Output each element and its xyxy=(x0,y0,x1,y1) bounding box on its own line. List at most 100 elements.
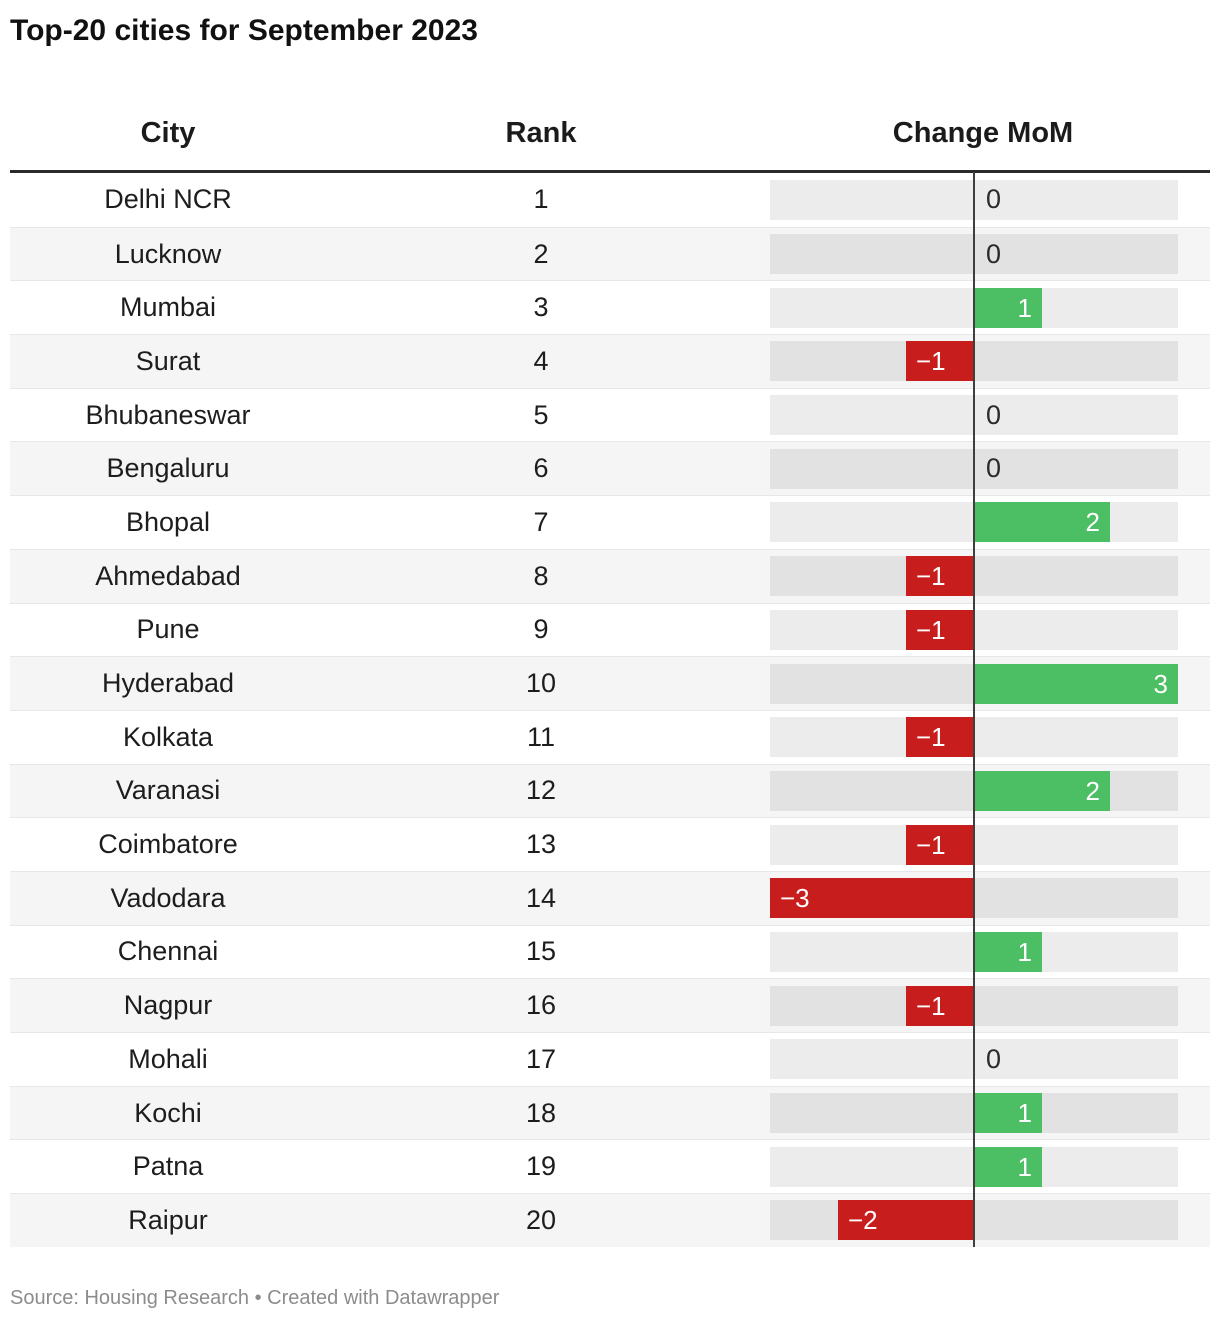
rank-cell: 8 xyxy=(533,560,549,591)
table-row: Varanasi 12 2 xyxy=(10,763,1210,818)
rank-cell: 4 xyxy=(533,345,549,376)
city-cell: Kolkata xyxy=(122,721,214,752)
rank-cell: 9 xyxy=(533,614,549,645)
change-bar: −1 xyxy=(906,609,974,650)
change-cell: −1 xyxy=(756,604,1210,657)
table-row: Bhubaneswar 5 0 xyxy=(10,387,1210,442)
table-header-row: City Rank Change MoM xyxy=(10,117,1210,173)
table-row: Kochi 18 1 xyxy=(10,1085,1210,1140)
rank-cell: 7 xyxy=(533,506,549,537)
column-header-rank: Rank xyxy=(505,117,577,149)
table-row: Raipur 20 −2 xyxy=(10,1193,1210,1247)
change-bar: 3 xyxy=(974,663,1178,704)
rank-cell: 13 xyxy=(525,829,557,860)
rank-cell: 6 xyxy=(533,453,549,484)
change-bar: 1 xyxy=(974,1146,1042,1187)
bar-track: 3 xyxy=(770,663,1178,704)
city-cell: Lucknow xyxy=(114,238,222,269)
change-cell: −2 xyxy=(756,1194,1210,1247)
change-cell: −1 xyxy=(756,818,1210,871)
rank-cell: 5 xyxy=(533,399,549,430)
change-bar: 2 xyxy=(974,770,1110,811)
city-cell: Pune xyxy=(136,614,200,645)
city-cell: Varanasi xyxy=(115,775,221,806)
rank-cell: 14 xyxy=(525,882,557,913)
zero-value-label: 0 xyxy=(986,1043,1002,1074)
city-cell: Hyderabad xyxy=(101,668,235,699)
change-cell: 1 xyxy=(756,1140,1210,1193)
rank-cell: 15 xyxy=(525,936,557,967)
table-row: Coimbatore 13 −1 xyxy=(10,817,1210,871)
change-cell: −1 xyxy=(756,335,1210,388)
table-row: Pune 9 −1 xyxy=(10,602,1210,657)
change-bar: −1 xyxy=(906,824,974,865)
table-row: Nagpur 16 −1 xyxy=(10,978,1210,1032)
city-cell: Kochi xyxy=(134,1097,202,1128)
zero-value-label: 0 xyxy=(986,453,1002,484)
table-row: Mohali 17 0 xyxy=(10,1032,1210,1086)
city-cell: Delhi NCR xyxy=(104,184,232,215)
change-bar: 1 xyxy=(974,1093,1042,1134)
rank-cell: 11 xyxy=(526,721,556,752)
zero-value-label: 0 xyxy=(986,238,1002,269)
rank-cell: 18 xyxy=(525,1097,557,1128)
city-cell: Chennai xyxy=(117,936,219,967)
rank-cell: 16 xyxy=(525,990,557,1021)
change-cell: 1 xyxy=(756,926,1210,979)
rank-cell: 12 xyxy=(525,775,557,806)
change-bar: −3 xyxy=(770,878,974,919)
change-cell: 0 xyxy=(756,173,1210,227)
change-bar: 1 xyxy=(974,287,1042,328)
change-bar: −1 xyxy=(906,985,974,1026)
city-cell: Coimbatore xyxy=(98,829,238,860)
city-cell: Mohali xyxy=(128,1043,208,1074)
change-bar: −1 xyxy=(906,556,974,597)
change-cell: −1 xyxy=(756,711,1210,764)
city-cell: Surat xyxy=(135,345,201,376)
rank-cell: 19 xyxy=(525,1151,557,1182)
change-bar: 2 xyxy=(974,502,1110,543)
table-row: Kolkata 11 −1 xyxy=(10,709,1210,764)
column-header-change-mom: Change MoM xyxy=(892,117,1074,149)
change-cell: 2 xyxy=(756,496,1210,549)
zero-value-label: 0 xyxy=(986,399,1002,430)
city-cell: Patna xyxy=(132,1151,204,1182)
change-cell: −1 xyxy=(756,979,1210,1032)
change-cell: 1 xyxy=(756,1087,1210,1140)
city-cell: Bhopal xyxy=(125,506,211,537)
change-cell: 0 xyxy=(756,442,1210,495)
table-row: Delhi NCR 1 0 xyxy=(10,173,1210,227)
city-cell: Bengaluru xyxy=(106,453,230,484)
city-cell: Bhubaneswar xyxy=(85,399,251,430)
change-cell: 3 xyxy=(756,657,1210,710)
change-cell: 0 xyxy=(756,228,1210,281)
city-cell: Nagpur xyxy=(123,990,213,1021)
source-note: Source: Housing Research • Created with … xyxy=(10,1286,500,1309)
city-cell: Vadodara xyxy=(110,882,226,913)
table-row: Patna 19 1 xyxy=(10,1139,1210,1193)
rank-cell: 20 xyxy=(525,1204,557,1235)
change-bar: 1 xyxy=(974,931,1042,972)
rank-cell: 17 xyxy=(525,1043,557,1074)
change-cell: −1 xyxy=(756,550,1210,603)
change-bar: −2 xyxy=(838,1200,974,1241)
change-cell: −3 xyxy=(756,872,1210,925)
change-cell: 2 xyxy=(756,765,1210,818)
table-row: Hyderabad 10 3 xyxy=(10,656,1210,710)
rank-cell: 10 xyxy=(525,668,557,699)
change-bar: −1 xyxy=(906,717,974,758)
table-row: Vadodara 14 −3 xyxy=(10,870,1210,925)
change-cell: 1 xyxy=(756,281,1210,334)
change-bar: −1 xyxy=(906,341,974,382)
change-cell: 0 xyxy=(756,1033,1210,1086)
table-row: Chennai 15 1 xyxy=(10,924,1210,979)
change-cell: 0 xyxy=(756,389,1210,442)
table-body: Delhi NCR 1 0 Lucknow 2 0 Mumbai 3 1 xyxy=(10,172,1210,1247)
city-cell: Mumbai xyxy=(119,292,217,323)
table-row: Mumbai 3 1 xyxy=(10,280,1210,334)
table-row: Surat 4 −1 xyxy=(10,334,1210,388)
city-cell: Raipur xyxy=(128,1204,208,1235)
table-row: Ahmedabad 8 −1 xyxy=(10,548,1210,603)
rank-cell: 1 xyxy=(533,184,549,215)
